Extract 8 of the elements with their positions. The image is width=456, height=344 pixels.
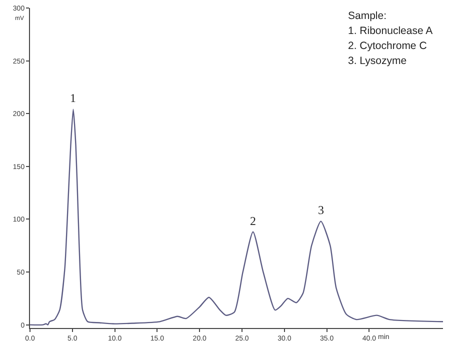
annotation: Sample: — [348, 10, 387, 22]
line-series — [30, 108, 443, 326]
annotation: 1. Ribonuclease A — [348, 25, 433, 37]
annotation: 1 — [70, 91, 76, 105]
annotation: 2. Cytochrome C — [348, 40, 428, 52]
annotation: 3 — [318, 203, 324, 217]
annotation: 3. Lysozyme — [348, 55, 407, 67]
annotation: 2 — [250, 214, 256, 228]
